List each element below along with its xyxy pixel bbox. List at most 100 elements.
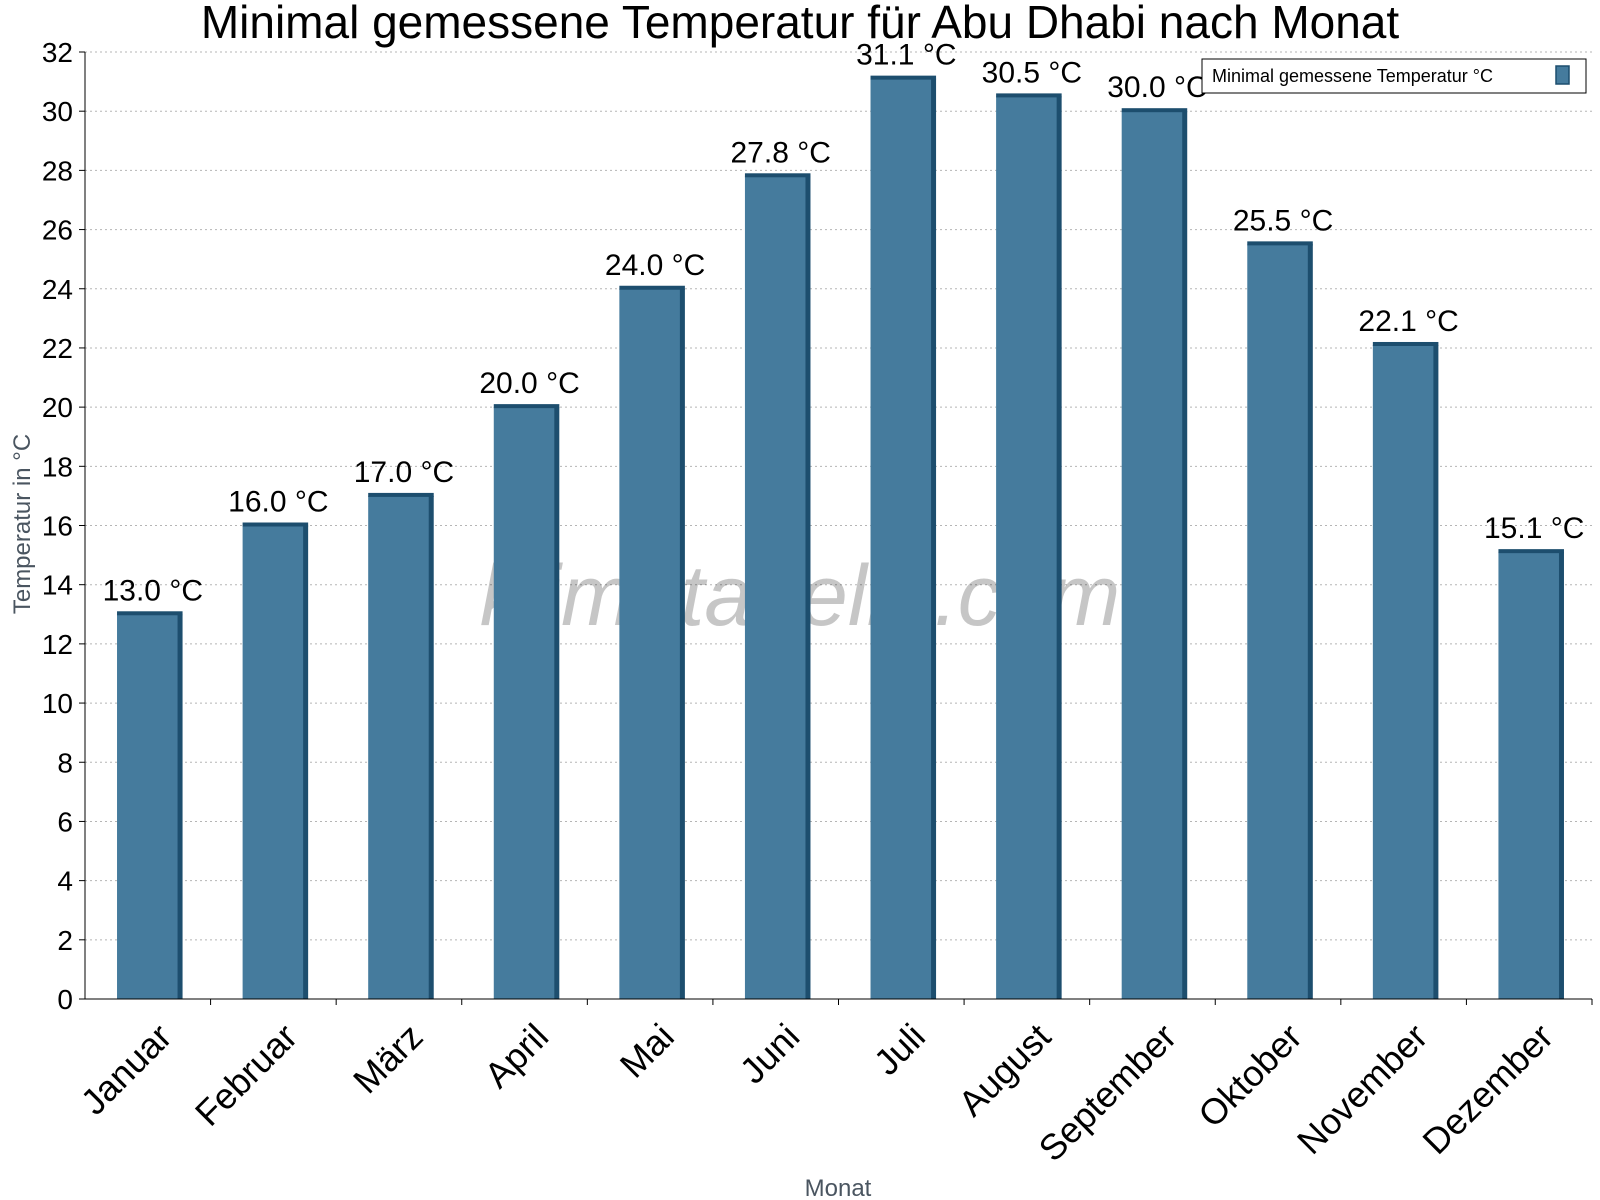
bar-face (368, 495, 430, 999)
value-labels: 13.0 °C 16.0 °C 17.0 °C 20.0 °C 24.0 °C 27.8 … (103, 39, 1585, 608)
bar-top (117, 611, 183, 616)
bar-face (493, 407, 556, 999)
bar-8 (996, 93, 1062, 999)
axes (79, 51, 1593, 1005)
bar-5 (619, 285, 685, 999)
x-tick-label: September (1031, 1016, 1185, 1170)
bar-face (1247, 244, 1309, 999)
x-axis-title: Monat (805, 1175, 872, 1200)
y-tick-label: 4 (57, 866, 73, 897)
y-tick-label: 30 (42, 96, 73, 127)
y-axis-title: Temperatur in °C (9, 434, 36, 614)
y-tick-label: 26 (42, 215, 73, 246)
y-tick-label: 12 (42, 629, 73, 660)
bar-side (177, 614, 183, 999)
bar-11 (1372, 341, 1439, 999)
bar-top (1121, 108, 1188, 113)
y-tick-label: 2 (57, 925, 73, 956)
grid-lines (85, 51, 1592, 941)
x-tick-label: November (1289, 1016, 1435, 1162)
bar-side (303, 525, 309, 999)
x-tick-label: Februar (187, 1016, 305, 1134)
value-label: 30.0 °C (1107, 71, 1207, 104)
bar-face (870, 78, 933, 999)
y-tick-label: 22 (42, 333, 73, 364)
x-tick-label: Oktober (1190, 1016, 1310, 1136)
value-label: 16.0 °C (228, 486, 328, 519)
bar-face (996, 96, 1058, 999)
bar-top (619, 285, 685, 290)
value-label: 25.5 °C (1233, 204, 1333, 237)
bar-6 (744, 173, 811, 999)
bar-side (931, 78, 937, 999)
bar-3 (368, 492, 434, 999)
bar-side (679, 288, 685, 999)
y-tick-label: 6 (57, 806, 73, 837)
bar-face (1372, 344, 1435, 999)
bar-top (996, 93, 1062, 98)
bar-face (1121, 111, 1184, 999)
x-tick-label: Juli (866, 1016, 933, 1083)
bar-top (1498, 549, 1564, 554)
y-tick-label: 28 (42, 155, 73, 186)
bar-2 (242, 522, 309, 999)
y-tick-label: 24 (42, 274, 73, 305)
value-label: 13.0 °C (103, 574, 203, 607)
bar-side (1558, 552, 1564, 999)
value-label: 31.1 °C (856, 39, 956, 72)
value-label: 20.0 °C (479, 367, 579, 400)
bar-4 (493, 404, 560, 999)
bar-side (1307, 244, 1313, 999)
bar-1 (117, 611, 183, 999)
chart-title: Minimal gemessene Temperatur für Abu Dha… (201, 0, 1400, 48)
x-tick-label: August (950, 1016, 1058, 1124)
y-tick-label: 16 (42, 511, 73, 542)
bar-top (744, 173, 811, 178)
bar-series (117, 75, 1564, 999)
bar-top (1247, 241, 1313, 246)
bar-side (1056, 96, 1062, 999)
value-label: 22.1 °C (1358, 305, 1458, 338)
y-tick-label: 14 (42, 570, 73, 601)
bar-top (368, 492, 434, 497)
legend: Minimal gemessene Temperatur °C (1201, 58, 1587, 94)
bar-7 (870, 75, 937, 999)
y-tick-label: 10 (42, 688, 73, 719)
bar-face (1498, 552, 1560, 999)
bar-side (428, 495, 434, 999)
bar-12 (1498, 549, 1564, 999)
bar-side (1433, 344, 1439, 999)
x-tick-label: Januar (73, 1016, 180, 1123)
y-tick-label: 18 (42, 451, 73, 482)
value-label: 17.0 °C (354, 456, 454, 489)
value-label: 30.5 °C (982, 56, 1082, 89)
bar-face (242, 525, 305, 999)
x-tick-label: Dezember (1414, 1016, 1560, 1162)
y-tick-label: 8 (57, 747, 73, 778)
x-tick-label: März (345, 1016, 431, 1102)
bar-10 (1247, 241, 1313, 999)
x-tick-label: Juni (732, 1016, 808, 1092)
y-tick-label: 0 (57, 984, 73, 1015)
y-tick-label: 20 (42, 392, 73, 423)
x-tick-label: April (476, 1016, 556, 1096)
bar-face (117, 614, 179, 999)
bar-face (744, 176, 807, 999)
bar-top (1372, 341, 1439, 346)
legend-swatch (1555, 65, 1570, 85)
x-tick-label: Mai (612, 1016, 682, 1086)
bar-top (242, 522, 309, 527)
bar-face (619, 288, 681, 999)
bar-9 (1121, 108, 1188, 999)
x-axis-tick-labels: Januar Februar März April Mai Juni Juli AugustS… (73, 1016, 1561, 1170)
value-label: 15.1 °C (1484, 512, 1584, 545)
y-tick-label: 32 (42, 37, 73, 68)
bar-side (805, 176, 811, 999)
value-label: 24.0 °C (605, 249, 705, 282)
bar-top (493, 404, 560, 409)
bar-side (1182, 111, 1188, 999)
value-label: 27.8 °C (731, 136, 831, 169)
bar-side (554, 407, 560, 999)
